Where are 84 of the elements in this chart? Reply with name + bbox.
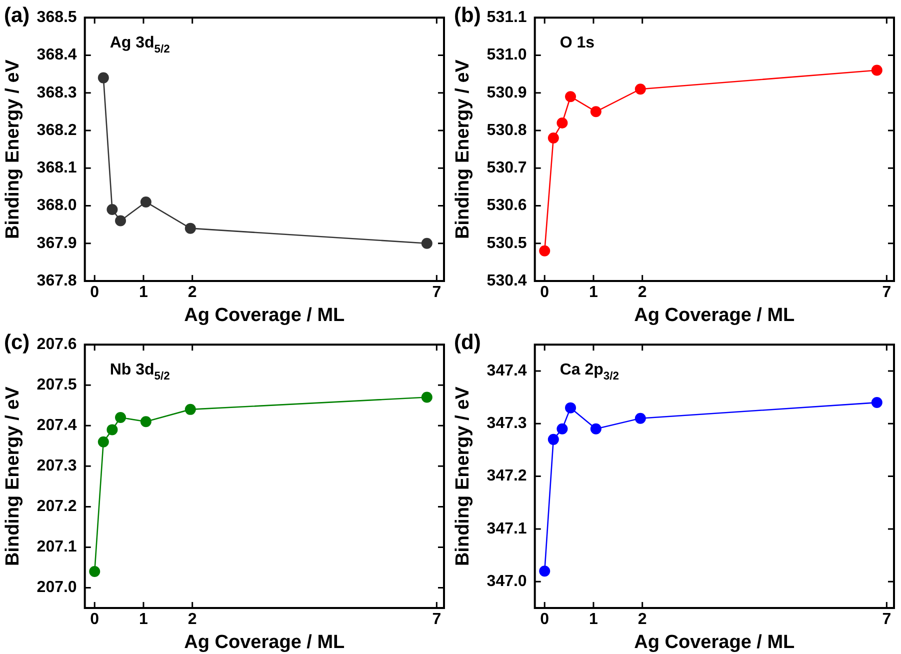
point <box>184 222 196 234</box>
y-tick-label: 207.2 <box>36 498 77 516</box>
y-tick-label: 530.7 <box>486 160 527 177</box>
x-tick-label: 1 <box>589 284 598 302</box>
y-tick-label: 368.5 <box>36 9 77 26</box>
y-tick-label: 207.0 <box>36 579 77 596</box>
point <box>565 402 576 414</box>
y-tick-label: 367.8 <box>36 272 77 290</box>
y-tick-label: 530.6 <box>486 197 527 214</box>
y-tick-label: 347.3 <box>486 415 527 432</box>
y-tick-label: 530.9 <box>486 84 527 102</box>
y-tick-label: 347.2 <box>486 468 527 485</box>
point <box>548 434 559 445</box>
y-tick-label: 207.5 <box>36 376 77 394</box>
y-tick-label: 368.1 <box>36 160 77 177</box>
y-axis-title: Binding Energy / eV <box>452 386 474 566</box>
point <box>539 245 550 256</box>
x-axis-title: Ag Coverage / ML <box>634 304 796 326</box>
point <box>421 392 432 403</box>
x-tick-label: 1 <box>139 611 148 628</box>
point <box>556 423 568 434</box>
y-tick-label: 530.5 <box>486 234 527 252</box>
x-tick-label: 7 <box>882 611 892 628</box>
x-axis-title: Ag Coverage / ML <box>634 632 796 653</box>
y-tick-label: 347.1 <box>486 520 527 538</box>
point <box>871 64 882 76</box>
x-axis-title: Ag Coverage / ML <box>184 304 346 326</box>
point <box>98 436 109 448</box>
x-tick-label: 0 <box>90 611 100 628</box>
y-tick-label: 530.8 <box>486 122 527 139</box>
point <box>184 404 196 415</box>
y-tick-label: 207.3 <box>36 458 77 475</box>
point <box>539 566 550 577</box>
x-tick-label: 2 <box>638 611 647 628</box>
annotation: O 1s <box>560 34 595 52</box>
y-axis-title: Binding Energy / eV <box>2 386 24 566</box>
y-tick-label: 207.4 <box>36 417 77 434</box>
y-tick-label: 207.6 <box>36 336 77 354</box>
x-tick-label: 2 <box>188 284 197 302</box>
point <box>115 215 126 226</box>
point <box>106 424 118 436</box>
chart-title: (a) <box>4 4 30 27</box>
point <box>565 91 576 102</box>
x-tick-label: 1 <box>589 611 598 628</box>
point <box>421 238 432 249</box>
point <box>115 412 126 424</box>
point <box>140 416 152 428</box>
point <box>89 566 100 578</box>
point <box>548 132 559 144</box>
point <box>590 106 602 118</box>
y-tick-label: 347.4 <box>486 362 527 380</box>
x-tick-label: 0 <box>540 611 550 628</box>
x-axis-title: Ag Coverage / ML <box>184 632 346 653</box>
y-tick-label: 531.1 <box>486 9 527 26</box>
y-tick-label: 531.0 <box>486 46 527 64</box>
chart-title: (b) <box>454 4 481 27</box>
y-tick-label: 207.1 <box>36 538 77 556</box>
point <box>140 196 152 208</box>
x-tick-label: 1 <box>139 284 148 302</box>
point <box>634 412 646 424</box>
x-tick-label: 0 <box>90 284 100 302</box>
y-axis-title: Binding Energy / eV <box>452 59 474 240</box>
x-tick-label: 2 <box>188 611 197 628</box>
x-tick-label: 2 <box>638 284 647 302</box>
point <box>590 423 602 434</box>
y-tick-label: 367.9 <box>36 234 77 252</box>
y-tick-label: 368.4 <box>36 46 77 64</box>
y-tick-label: 368.3 <box>36 84 77 102</box>
y-axis-title: Binding Energy / eV <box>2 59 24 240</box>
x-tick-label: 7 <box>882 284 892 302</box>
y-tick-label: 347.0 <box>486 573 527 590</box>
y-tick-label: 368.0 <box>36 197 77 214</box>
chart-title: (d) <box>454 331 481 354</box>
x-tick-label: 0 <box>540 284 550 302</box>
x-tick-label: 7 <box>432 611 442 628</box>
y-tick-label: 530.4 <box>486 272 527 290</box>
x-tick-label: 7 <box>432 284 442 302</box>
point <box>634 84 646 95</box>
point <box>106 204 118 216</box>
chart-title: (c) <box>4 331 30 354</box>
point <box>871 397 882 408</box>
y-tick-label: 368.2 <box>36 122 77 139</box>
point <box>556 117 568 128</box>
point <box>98 72 109 84</box>
